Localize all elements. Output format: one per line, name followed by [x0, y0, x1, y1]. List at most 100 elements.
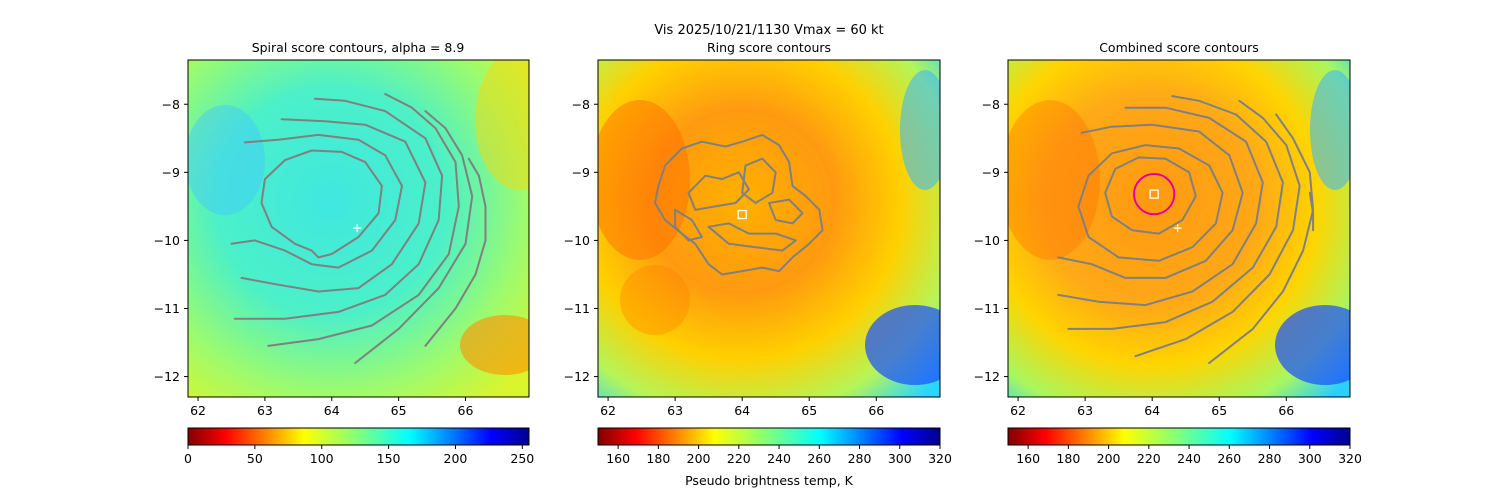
contour-line [1077, 144, 1224, 262]
contour-line [707, 222, 797, 252]
colorbar [1007, 427, 1351, 446]
contour-line [1057, 106, 1264, 307]
y-tick-label: −8 [982, 97, 1000, 112]
contour-line [1308, 191, 1315, 232]
colorbar-tick-label: 200 [1097, 451, 1121, 466]
contour-line [354, 110, 474, 364]
center-plus-marker [1173, 224, 1182, 233]
contour-line [687, 171, 750, 211]
colorbar-tick-label: 200 [444, 451, 468, 466]
colorbar-tick-label: 320 [928, 451, 952, 466]
colorbar-tick-label: 300 [1298, 451, 1322, 466]
x-tick-label: 62 [1010, 403, 1026, 418]
colorbar-tick-label: 260 [807, 451, 831, 466]
x-tick-label: 65 [1211, 403, 1227, 418]
colorbar-ticks: 160 180 200 220 240 260 280 300 320 [1016, 445, 1362, 466]
y-tick-label: −10 [564, 233, 590, 248]
colorbar-tick-label: 0 [184, 451, 192, 466]
colorbar-tick-label: 150 [377, 451, 401, 466]
colorbar-tick-label: 320 [1338, 451, 1362, 466]
colorbar-tick-label: 220 [727, 451, 751, 466]
contour-line [1057, 123, 1244, 279]
panel-title: Combined score contours [1099, 40, 1259, 55]
x-tick-label: 62 [600, 403, 616, 418]
colorbar-tick-label: 180 [646, 451, 670, 466]
colorbar-tick-label: 200 [687, 451, 711, 466]
contour-line [1104, 156, 1197, 235]
x-tick-label: 64 [1144, 403, 1160, 418]
colorbar-tick-label: 160 [606, 451, 630, 466]
y-tick-label: −8 [572, 97, 590, 112]
heatmap-image [1008, 60, 1350, 397]
marker-layer [737, 209, 747, 220]
colorbar-tick-label: 300 [888, 451, 912, 466]
colorbar-tick-label: 250 [510, 451, 534, 466]
x-tick-label: 66 [1278, 403, 1294, 418]
contour-line [1134, 99, 1301, 358]
axis-ticks: 62 63 64 65 66 −8 −9 −10 −11 −12 [974, 97, 1295, 418]
colorbar-ticks: 160 180 200 220 240 260 280 300 320 [606, 445, 952, 466]
y-tick-label: −12 [154, 369, 180, 384]
y-tick-label: −8 [162, 97, 180, 112]
contour-line [768, 198, 804, 225]
y-tick-label: −9 [162, 165, 180, 180]
colorbar-tick-label: 160 [1016, 451, 1040, 466]
marker-layer [1133, 173, 1182, 233]
y-tick-label: −11 [564, 301, 590, 316]
panel-title: Ring score contours [707, 40, 831, 55]
contour-line [1067, 95, 1284, 330]
figure-suptitle: Vis 2025/10/21/1130 Vmax = 60 kt [654, 23, 884, 38]
colorbar [187, 427, 530, 446]
center-plus-marker [353, 224, 362, 233]
colorbar [597, 427, 941, 446]
y-tick-label: −12 [974, 369, 1000, 384]
colorbar-tick-label: 280 [848, 451, 872, 466]
panel-combined: Combined score contours 62 63 64 65 66 −8 −9 −1… [974, 40, 1362, 466]
contour-line [424, 157, 487, 347]
x-tick-label: 64 [734, 403, 750, 418]
axes-frame [597, 59, 941, 398]
contour-line [741, 157, 777, 204]
contour-line [230, 133, 403, 269]
axis-ticks: 62 63 64 65 66 −8 −9 −10 −11 −12 [154, 97, 474, 418]
x-tick-label: 65 [391, 403, 407, 418]
contour-line [674, 208, 703, 242]
contour-lines [654, 133, 824, 276]
center-square-marker [1149, 189, 1159, 199]
colorbar-tick-label: 50 [247, 451, 263, 466]
colorbar-tick-label: 240 [1177, 451, 1201, 466]
heatmap-image [188, 60, 529, 397]
contour-line [267, 93, 460, 347]
y-tick-label: −10 [974, 233, 1000, 248]
colorbar-tick-label: 260 [1217, 451, 1241, 466]
colorbar-tick-label: 100 [310, 451, 334, 466]
contour-line [260, 149, 383, 259]
x-tick-label: 64 [324, 403, 340, 418]
contour-lines [1057, 95, 1315, 364]
colorbar-tick-label: 220 [1137, 451, 1161, 466]
axis-ticks: 62 63 64 65 66 −8 −9 −10 −11 −12 [564, 97, 885, 418]
axes-frame [1007, 59, 1351, 398]
x-tick-label: 66 [868, 403, 884, 418]
y-tick-label: −11 [154, 301, 180, 316]
x-tick-label: 62 [190, 403, 206, 418]
contour-line [233, 97, 444, 320]
ring-fit-circle [1133, 173, 1176, 216]
colorbar-tick-label: 280 [1258, 451, 1282, 466]
colorbar-ticks: 0 50 100 150 200 250 [184, 445, 534, 466]
panel-spiral: Spiral score contours, alpha = 8.9 62 63 6… [154, 40, 535, 466]
contour-lines [230, 93, 487, 364]
colorbar-tick-label: 180 [1056, 451, 1080, 466]
x-tick-label: 65 [801, 403, 817, 418]
heatmap-image [598, 60, 940, 397]
y-tick-label: −11 [974, 301, 1000, 316]
colorbar-tick-label: 240 [767, 451, 791, 466]
y-tick-label: −9 [982, 165, 1000, 180]
contour-line [654, 133, 824, 276]
x-tick-label: 63 [667, 403, 683, 418]
axes-frame [187, 59, 530, 398]
panel-title: Spiral score contours, alpha = 8.9 [252, 40, 465, 55]
contour-line [1208, 113, 1315, 364]
marker-layer [353, 224, 362, 233]
